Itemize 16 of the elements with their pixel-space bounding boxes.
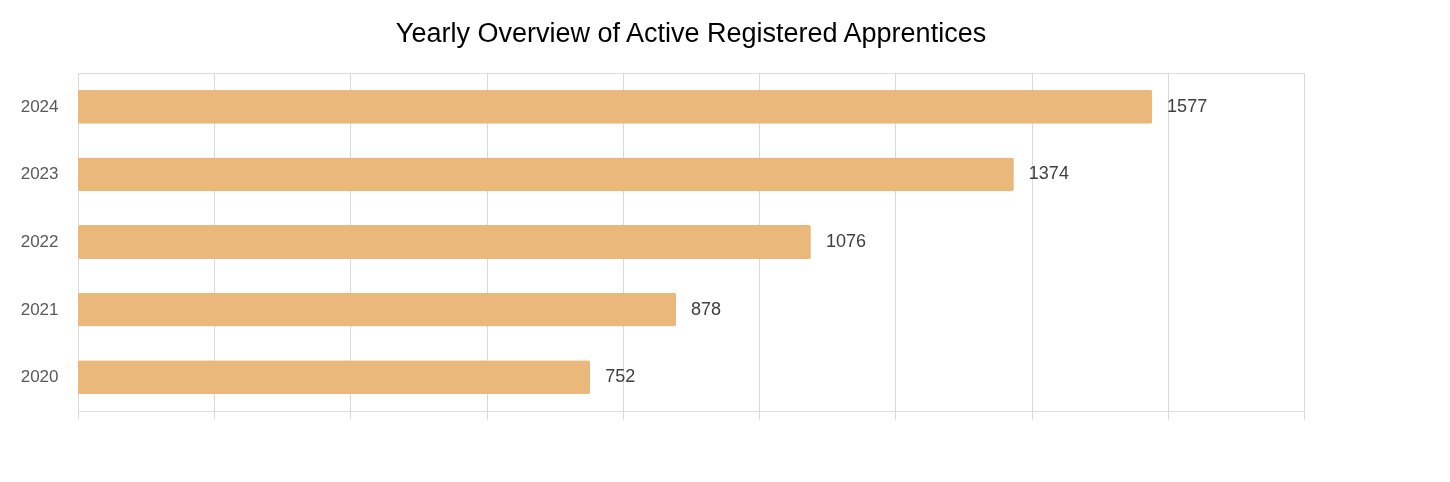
y-tick-label: 2020 [20, 367, 59, 387]
data-label: 1076 [825, 231, 866, 251]
bar [78, 157, 1014, 192]
data-label: 752 [605, 366, 636, 387]
y-tick-label: 2021 [20, 299, 59, 319]
chart-title: Yearly Overview of Active Registered Apprentices [395, 18, 987, 48]
y-tick-label: 2022 [20, 232, 59, 251]
data-label: 878 [691, 298, 722, 319]
y-tick-label: 2023 [20, 164, 59, 184]
data-label: 1374 [1028, 163, 1069, 184]
data-label: 1577 [1167, 95, 1208, 116]
bar [78, 225, 811, 259]
bar [78, 292, 677, 327]
y-tick-label: 2024 [20, 96, 59, 116]
bar [78, 89, 1153, 124]
bar [78, 360, 591, 395]
